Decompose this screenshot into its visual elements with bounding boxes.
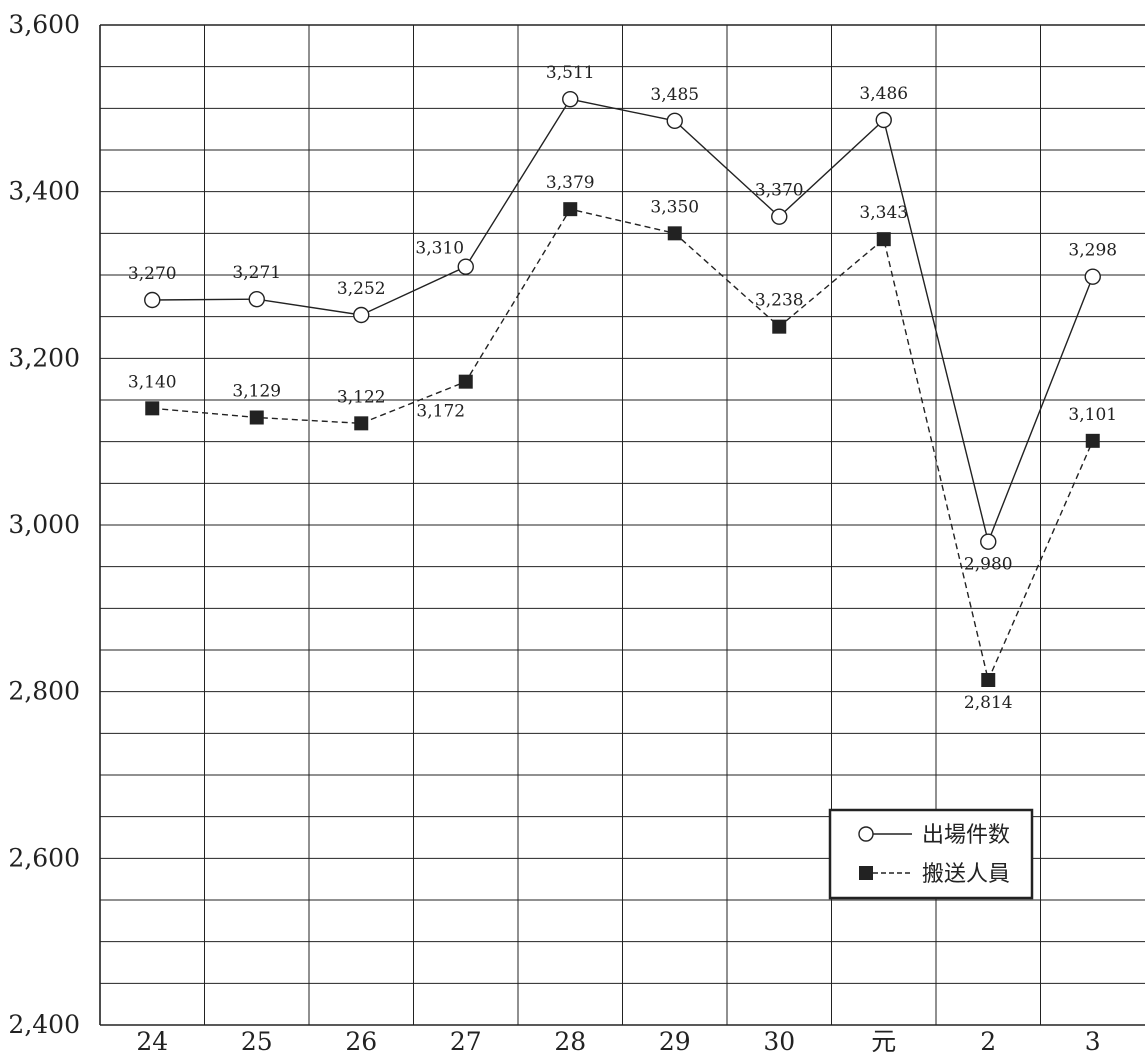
series-1-point bbox=[457, 258, 474, 275]
x-tick-label: 3 bbox=[1085, 1027, 1101, 1053]
series-2-data-label: 3,350 bbox=[650, 197, 699, 217]
series-1-point bbox=[144, 291, 161, 309]
y-tick-label: 2,400 bbox=[8, 1010, 80, 1039]
x-tick-label: 30 bbox=[763, 1027, 795, 1053]
series-1-point bbox=[562, 90, 579, 108]
x-tick-label: 26 bbox=[345, 1027, 377, 1053]
series-2-point bbox=[458, 374, 473, 389]
series-line-2 bbox=[152, 208, 1094, 683]
series-1-data-label: 3,486 bbox=[859, 84, 908, 104]
series-2-point bbox=[145, 401, 160, 416]
series-2-point bbox=[249, 410, 264, 425]
y-tick-label: 3,400 bbox=[8, 177, 80, 206]
series-2-data-label: 3,101 bbox=[1068, 405, 1117, 425]
series-2-data-label: 3,172 bbox=[416, 402, 465, 422]
x-tick-label: 27 bbox=[450, 1027, 482, 1053]
series-1-data-label: 3,252 bbox=[337, 279, 386, 299]
series-1-point bbox=[771, 208, 788, 225]
y-tick-label: 3,600 bbox=[8, 10, 80, 39]
legend-circle-marker bbox=[858, 826, 874, 842]
series-1-data-label: 2,980 bbox=[964, 555, 1013, 575]
series-1-point bbox=[248, 290, 265, 308]
series-1-data-label: 3,485 bbox=[650, 85, 699, 105]
series-2-data-label: 3,238 bbox=[755, 291, 804, 311]
series-2-data-label: 2,814 bbox=[964, 693, 1013, 713]
series-group bbox=[144, 90, 1101, 687]
series-2-point bbox=[354, 416, 369, 431]
series-line-1 bbox=[152, 98, 1094, 544]
series-2-data-label: 3,140 bbox=[128, 372, 177, 392]
x-tick-label: 24 bbox=[136, 1027, 168, 1053]
series-1-point bbox=[666, 112, 683, 130]
series-2-point bbox=[563, 202, 578, 217]
y-tick-label: 3,200 bbox=[8, 343, 80, 372]
y-tick-label: 2,800 bbox=[8, 677, 80, 706]
legend-label-series-1: 出場件数 bbox=[922, 823, 1010, 848]
series-1-data-label: 3,270 bbox=[128, 264, 177, 284]
series-2-point bbox=[1085, 433, 1100, 448]
y-tick-label: 2,600 bbox=[8, 843, 80, 872]
series-2-point bbox=[772, 319, 787, 334]
grid bbox=[100, 25, 1145, 1025]
axes: 2,400 2,600 2,800 3,000 3,200 3,400 3,600 24 25 2… bbox=[8, 10, 1145, 1053]
legend-square-marker bbox=[859, 866, 873, 880]
series-1-point bbox=[980, 533, 997, 550]
series-2-point bbox=[667, 226, 682, 241]
series-2-data-label: 3,129 bbox=[232, 382, 281, 402]
data-labels: 3,270 3,271 3,252 3,310 3,511 3,485 3,370 3,486… bbox=[128, 63, 1117, 713]
x-tick-label: 元 bbox=[871, 1027, 896, 1053]
x-tick-label: 29 bbox=[659, 1027, 691, 1053]
series-1-data-label: 3,511 bbox=[546, 63, 595, 83]
series-1-data-label: 3,298 bbox=[1068, 241, 1117, 261]
y-tick-label: 3,000 bbox=[8, 510, 80, 539]
series-2-point bbox=[876, 232, 891, 247]
series-2-data-label: 3,122 bbox=[337, 387, 386, 407]
legend: 出場件数 搬送人員 bbox=[828, 808, 1034, 900]
series-1-point bbox=[875, 111, 892, 129]
x-tick-label: 2 bbox=[980, 1027, 996, 1053]
series-2-data-label: 3,343 bbox=[859, 203, 908, 223]
series-1-data-label: 3,310 bbox=[415, 239, 464, 259]
series-2-point bbox=[981, 673, 996, 687]
legend-label-series-2: 搬送人員 bbox=[922, 862, 1010, 887]
series-1-point bbox=[353, 306, 370, 324]
series-1-point bbox=[1084, 268, 1101, 285]
series-1-data-label: 3,271 bbox=[232, 263, 281, 283]
x-tick-label: 28 bbox=[554, 1027, 586, 1053]
x-tick-label: 25 bbox=[241, 1027, 273, 1053]
legend-frame bbox=[828, 808, 1034, 900]
series-1-data-label: 3,370 bbox=[755, 181, 804, 201]
series-2-data-label: 3,379 bbox=[546, 173, 595, 193]
